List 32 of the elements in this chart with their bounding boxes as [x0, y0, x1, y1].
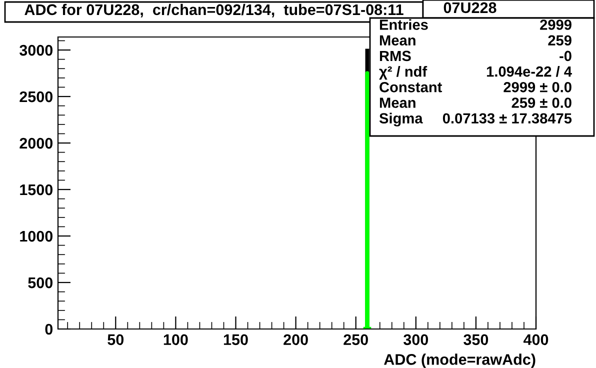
y-tick-label: 1500 — [20, 184, 53, 196]
annotation: Mean — [380, 98, 416, 108]
y-tick-label: 2500 — [20, 91, 53, 102]
chart-subtitle: 07U228 — [444, 2, 496, 14]
y-tick-label: 0 — [45, 324, 53, 335]
x-tick-label: 400 — [523, 334, 548, 346]
text: 259 — [548, 35, 572, 46]
chart-title: ADC for 07U228, cr/chan=092/134, tube=07S1-08:11 — [24, 4, 404, 18]
annotation: χ² / ndf — [379, 66, 428, 80]
annotation: 0.07133 ± 17.38475 — [442, 113, 572, 124]
x-tick-label: 200 — [284, 334, 308, 346]
x-tick-label: 300 — [404, 334, 428, 346]
x-tick-label: 250 — [344, 334, 368, 346]
annotation: Mean — [380, 35, 416, 46]
annotation: 1.094e-22 / 4 — [486, 66, 572, 77]
x-tick-label: 50 — [108, 334, 124, 346]
annotation: Sigma — [379, 112, 423, 126]
annotation: 259 ± 0.0 — [512, 98, 572, 108]
text: 2999 — [540, 20, 572, 30]
x-tick-label: 150 — [224, 334, 248, 346]
annotation: RMS — [380, 50, 411, 62]
text: -0 — [560, 50, 572, 62]
annotation: Constant — [380, 82, 442, 92]
y-tick-label: 500 — [28, 277, 53, 288]
y-tick-label: 1000 — [20, 230, 53, 242]
x-axis-title: ADC (mode=rawAdc) — [384, 354, 536, 368]
x-tick-label: 100 — [164, 334, 188, 346]
y-tick-label: 2000 — [20, 138, 53, 149]
x-tick-label: 350 — [464, 334, 488, 346]
annotation: 2999 ± 0.0 — [504, 82, 572, 92]
text: Entries — [380, 19, 428, 30]
y-tick-label: 3000 — [20, 44, 53, 56]
